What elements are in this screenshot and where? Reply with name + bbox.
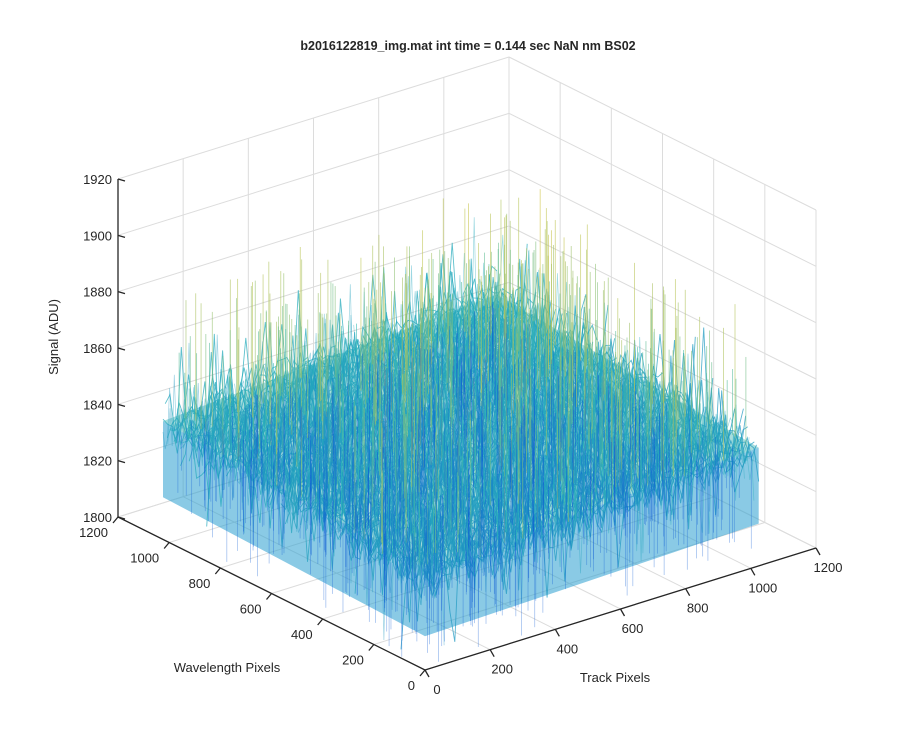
y-tick-mark — [214, 567, 221, 575]
x-tick-mark — [619, 608, 626, 617]
x-axis-label: Track Pixels — [580, 670, 651, 685]
z-tick-mark — [117, 291, 126, 295]
surface-line-wavelength — [191, 382, 454, 593]
back-wall-gridline — [117, 56, 510, 180]
surface-line-wavelength — [315, 313, 578, 568]
x-tick-label: 400 — [556, 641, 578, 656]
x-tick-label: 0 — [433, 682, 440, 697]
x-tick-label: 600 — [622, 621, 644, 636]
z-tick-mark — [117, 347, 126, 351]
y-tick-label: 400 — [291, 627, 313, 642]
tick-labels: 0 200 400 600 800 1000 1200 0 200 400 600 800 1000 12… — [79, 172, 842, 697]
axes — [112, 178, 821, 678]
surface-line-track — [387, 415, 722, 580]
z-tick-mark — [117, 516, 126, 520]
surface-line-wavelength — [410, 289, 674, 504]
z-tick-label: 1920 — [83, 172, 112, 187]
surface-line-wavelength — [224, 394, 488, 584]
y-tick-mark — [112, 516, 119, 524]
surface-line-track — [180, 242, 515, 500]
z-tick-label: 1800 — [83, 510, 112, 525]
x-tick-label: 1000 — [748, 580, 777, 595]
surface-line-wavelength — [172, 392, 435, 605]
x-tick-mark — [750, 568, 756, 576]
y-tick-label: 600 — [240, 602, 262, 617]
z-tick-mark — [117, 403, 126, 407]
y-tick-label: 800 — [189, 576, 211, 591]
y-tick-mark — [368, 644, 375, 651]
surface-line-track — [188, 274, 524, 468]
z-tick-mark — [117, 178, 126, 182]
x-tick-label: 200 — [491, 662, 513, 677]
surface-line-wavelength — [424, 284, 688, 488]
x-tick-mark — [554, 629, 560, 637]
z-tick-label: 1900 — [83, 228, 112, 243]
x-tick-label: 1200 — [814, 560, 843, 575]
y-axis-label: Wavelength Pixels — [174, 660, 281, 675]
x-tick-mark — [424, 669, 430, 678]
side-wall-gridline — [508, 225, 817, 380]
surface-line-wavelength — [462, 217, 726, 479]
surface-line-wavelength — [253, 364, 516, 555]
side-wall-gridline — [508, 169, 817, 324]
surface-line-track — [420, 387, 755, 599]
surface-mesh — [162, 189, 760, 662]
x-tick-mark — [685, 588, 691, 596]
back-wall-gridline — [117, 169, 510, 293]
side-wall-gridline — [508, 56, 817, 211]
surface-line-wavelength — [405, 276, 669, 508]
x-tick-mark — [489, 649, 495, 657]
z-tick-mark — [117, 460, 126, 464]
y-tick-label: 200 — [342, 653, 364, 668]
z-tick-mark — [117, 234, 126, 238]
y-tick-mark — [163, 542, 170, 549]
chart-title: b2016122819_img.mat int time = 0.144 sec… — [300, 39, 635, 53]
y-tick-mark — [266, 593, 272, 600]
x-tick-label: 800 — [687, 601, 709, 616]
y-tick-mark — [419, 669, 426, 677]
z-tick-label: 1880 — [83, 285, 112, 300]
surface-line-track — [415, 437, 751, 599]
surface-line-track — [322, 347, 657, 521]
y-tick-label: 1200 — [79, 525, 108, 540]
back-wall-gridline — [117, 225, 510, 349]
y-tick-mark — [317, 618, 324, 626]
z-tick-label: 1840 — [83, 397, 112, 412]
y-tick-label: 0 — [408, 678, 415, 693]
back-wall-gridline — [117, 112, 510, 236]
z-axis-label: Signal (ADU) — [46, 299, 61, 375]
y-tick-label: 1000 — [130, 551, 159, 566]
side-wall-gridline — [508, 112, 817, 267]
z-tick-label: 1860 — [83, 341, 112, 356]
z-tick-label: 1820 — [83, 454, 112, 469]
x-tick-mark — [815, 547, 821, 556]
surface-line-wavelength — [482, 282, 745, 501]
